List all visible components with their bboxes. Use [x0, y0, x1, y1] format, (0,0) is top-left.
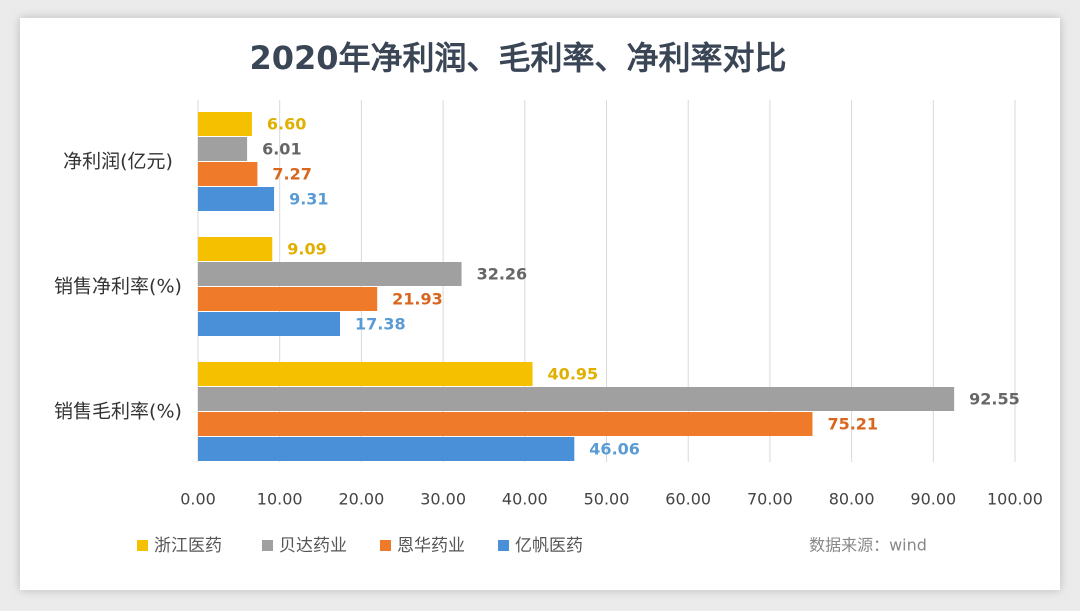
data-label: 40.95	[548, 365, 599, 384]
data-label: 9.31	[289, 190, 328, 209]
bar	[198, 437, 575, 461]
data-label: 32.26	[477, 265, 528, 284]
x-tick-label: 40.00	[502, 490, 548, 509]
bar	[198, 137, 248, 161]
y-tick-label: 销售净利率(%)	[54, 276, 182, 298]
data-label: 92.55	[969, 390, 1020, 409]
x-tick-label: 100.00	[987, 490, 1043, 509]
bar	[198, 237, 273, 261]
bar	[198, 162, 258, 186]
legend-swatch	[380, 540, 391, 551]
panel	[20, 18, 1060, 590]
data-label: 6.60	[267, 115, 306, 134]
data-label: 46.06	[589, 440, 640, 459]
y-tick-label: 销售毛利率(%)	[54, 401, 182, 423]
source-note: 数据来源：wind	[809, 536, 927, 555]
bar	[198, 362, 533, 386]
data-label: 75.21	[827, 415, 878, 434]
x-tick-label: 60.00	[665, 490, 711, 509]
data-label: 17.38	[355, 315, 406, 334]
bar	[198, 287, 378, 311]
bar	[198, 187, 275, 211]
data-label: 7.27	[272, 165, 311, 184]
data-label: 6.01	[262, 140, 301, 159]
bar	[198, 387, 955, 411]
x-tick-label: 20.00	[338, 490, 384, 509]
legend-swatch	[498, 540, 509, 551]
legend-label: 亿帆医药	[515, 536, 583, 556]
x-tick-label: 30.00	[420, 490, 466, 509]
x-tick-label: 50.00	[584, 490, 630, 509]
data-label: 21.93	[392, 290, 443, 309]
legend-label: 浙江医药	[154, 536, 222, 556]
bar	[198, 312, 340, 336]
bar	[198, 112, 252, 136]
chart-title: 2020年净利润、毛利率、净利率对比	[249, 39, 786, 77]
x-tick-label: 10.00	[257, 490, 303, 509]
legend-swatch	[262, 540, 273, 551]
x-tick-label: 80.00	[829, 490, 875, 509]
legend-label: 贝达药业	[279, 536, 347, 556]
x-tick-label: 0.00	[180, 490, 216, 509]
legend-label: 恩华药业	[397, 536, 465, 556]
x-tick-label: 70.00	[747, 490, 793, 509]
y-tick-label: 净利润(亿元)	[63, 151, 173, 173]
bar	[198, 262, 462, 286]
bar	[198, 412, 813, 436]
data-label: 9.09	[287, 240, 326, 259]
legend-swatch	[137, 540, 148, 551]
x-tick-label: 90.00	[910, 490, 956, 509]
